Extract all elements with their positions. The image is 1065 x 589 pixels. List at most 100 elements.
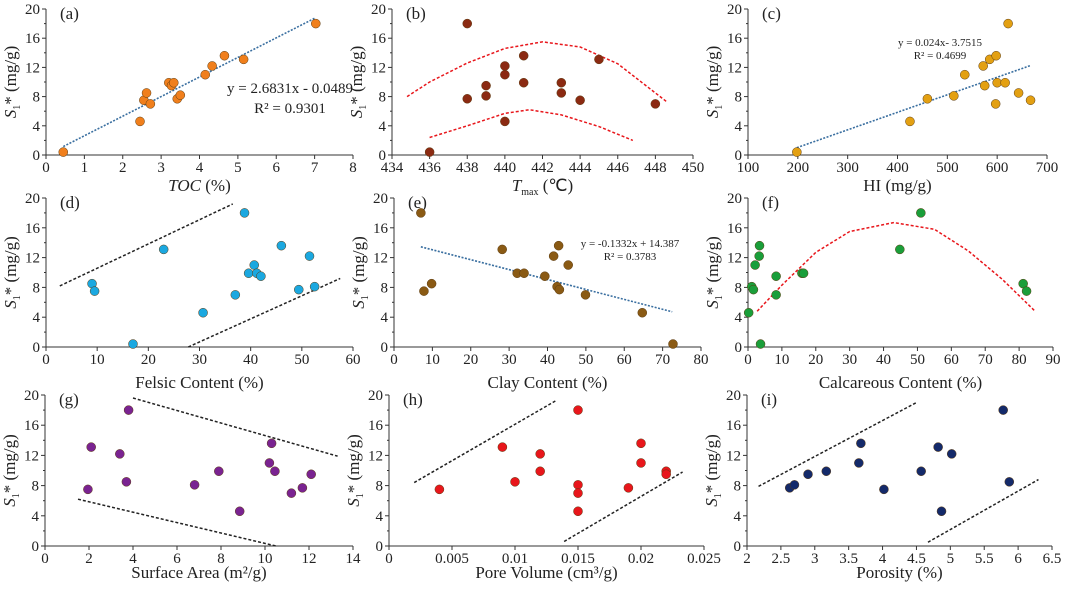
y-tick-label: 16 xyxy=(727,31,743,47)
data-point xyxy=(264,458,275,468)
data-point xyxy=(198,307,208,318)
y-tick-label: 8 xyxy=(735,280,743,296)
x-tick-label: 0.02 xyxy=(628,551,654,567)
data-point xyxy=(200,69,211,80)
panel-label: (b) xyxy=(406,4,426,23)
y-label-unit: * (mg/g) xyxy=(1,46,20,105)
bound-line xyxy=(927,478,1039,543)
data-point xyxy=(128,339,138,349)
y-tick-label: 0 xyxy=(379,148,387,164)
data-point xyxy=(497,442,508,452)
data-point xyxy=(416,208,426,218)
x-tick-label: 3.5 xyxy=(839,551,858,567)
envelope-line xyxy=(429,108,634,142)
x-axis-label: TOC (%) xyxy=(168,176,231,195)
data-point xyxy=(58,147,69,157)
y-tick-label: 0 xyxy=(376,539,384,555)
x-tick-label: 0 xyxy=(390,352,398,368)
x-tick-label: 80 xyxy=(1012,352,1027,368)
data-point xyxy=(238,54,249,65)
data-point xyxy=(304,251,315,261)
bound-line xyxy=(77,498,277,547)
panel-c: 100 200 300 400 500 600 700 0 4 8 12 16 20 HI (mg/g) S… xyxy=(703,2,1058,195)
data-point xyxy=(854,458,864,468)
y-label-sub: 1 xyxy=(714,105,725,110)
data-point xyxy=(270,466,280,477)
x-tick-label: 600 xyxy=(986,160,1009,176)
x-tick-label: 30 xyxy=(502,352,517,368)
x-tick-label: 4 xyxy=(196,160,204,176)
x-tick-label: 440 xyxy=(494,160,517,176)
y-tick-label: 8 xyxy=(381,280,389,296)
x-tick-label: 500 xyxy=(936,160,959,176)
y-tick-label: 20 xyxy=(726,388,741,404)
bound-line xyxy=(132,397,338,457)
x-axis-label: HI (mg/g) xyxy=(863,176,931,195)
x-label-unit: (%) xyxy=(913,563,943,582)
x-tick-label: 20 xyxy=(141,352,156,368)
data-point xyxy=(426,278,437,289)
data-point xyxy=(230,290,241,300)
y-tick-label: 8 xyxy=(376,479,384,495)
y-tick-label: 12 xyxy=(727,60,742,76)
y-tick-label: 20 xyxy=(727,2,742,18)
x-label-unit: (℃) xyxy=(539,176,574,195)
y-axis-label: S1* (mg/g) xyxy=(349,236,371,309)
y-tick-label: 4 xyxy=(735,310,743,326)
panel-label: (c) xyxy=(762,4,781,23)
x-tick-label: 10 xyxy=(774,352,789,368)
x-tick-label: 60 xyxy=(617,352,632,368)
x-label-unit: (%) xyxy=(952,373,982,392)
r-squared-label: R² = 0.3783 xyxy=(604,251,657,263)
data-point xyxy=(771,271,781,281)
y-tick-label: 0 xyxy=(734,539,742,555)
y-label-sub: 1 xyxy=(12,105,23,110)
data-point xyxy=(121,477,132,487)
y-label-sub: 1 xyxy=(713,493,724,498)
data-point xyxy=(86,442,96,452)
data-point xyxy=(922,94,933,104)
y-tick-label: 0 xyxy=(381,340,389,356)
data-point xyxy=(623,483,634,493)
data-point xyxy=(1025,95,1036,105)
x-tick-label: 20 xyxy=(463,352,478,368)
data-point xyxy=(573,506,583,517)
data-point xyxy=(991,50,1001,61)
bound-line xyxy=(563,471,683,543)
x-tick-label: 3 xyxy=(811,551,819,567)
x-axis-label: Tmax (℃) xyxy=(512,176,573,198)
data-point xyxy=(895,244,905,255)
data-point xyxy=(637,307,648,318)
y-tick-label: 16 xyxy=(25,221,41,237)
data-point xyxy=(573,488,583,498)
r-squared-label: R² = 0.9301 xyxy=(254,101,326,117)
y-tick-label: 8 xyxy=(32,479,40,495)
data-point xyxy=(175,90,186,100)
data-point xyxy=(960,69,970,80)
y-tick-label: 8 xyxy=(379,90,387,106)
regression-equation: y = -0.1332x + 14.387 xyxy=(581,238,680,250)
data-point xyxy=(563,260,573,270)
y-tick-label: 0 xyxy=(33,148,41,164)
trend-line xyxy=(796,64,1031,149)
x-tick-label: 70 xyxy=(978,352,993,368)
x-tick-label: 80 xyxy=(694,352,709,368)
data-point xyxy=(89,286,100,296)
data-point xyxy=(771,290,781,300)
x-axis-label: Pore Volume (cm³/g) xyxy=(475,563,617,582)
data-point xyxy=(949,91,959,101)
data-point xyxy=(297,483,308,493)
panel-label: (e) xyxy=(408,193,427,212)
y-tick-label: 20 xyxy=(368,388,383,404)
y-label-main: S xyxy=(703,300,722,309)
y-tick-label: 4 xyxy=(735,119,743,135)
y-axis-label: S1* (mg/g) xyxy=(1,46,23,119)
x-label-unit: (m²/g) xyxy=(220,563,267,582)
y-tick-label: 16 xyxy=(727,221,743,237)
x-tick-label: 6 xyxy=(1014,551,1022,567)
x-tick-label: 100 xyxy=(737,160,760,176)
envelope-line xyxy=(406,41,668,103)
x-tick-label: 1 xyxy=(81,160,89,176)
bound-line xyxy=(758,401,917,488)
